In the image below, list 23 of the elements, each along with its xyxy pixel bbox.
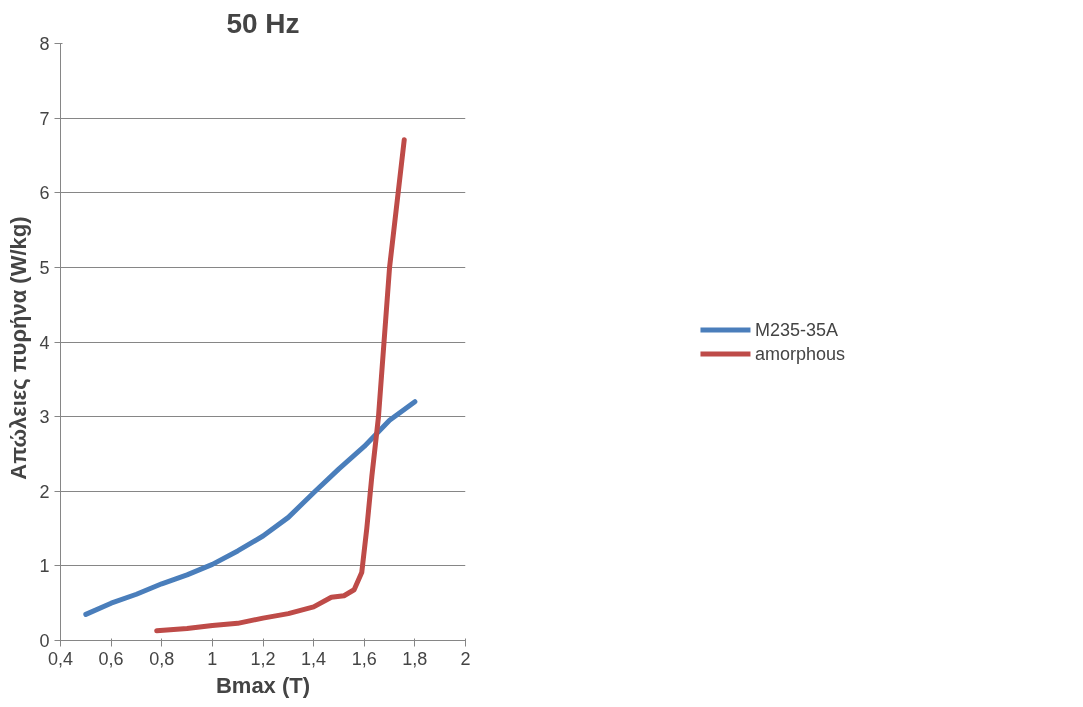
x-tick-label: 0,8 <box>149 648 175 669</box>
y-tick-label: 2 <box>39 481 50 502</box>
y-tick-label: 0 <box>39 631 50 651</box>
x-tick-label: 1,6 <box>351 648 377 669</box>
x-tick-label: 2 <box>460 648 471 669</box>
y-tick-label: 1 <box>39 556 50 577</box>
y-tick-label: 3 <box>39 407 50 428</box>
x-tick-label: 1,4 <box>301 648 327 669</box>
legend-label: M235-35A <box>754 319 839 340</box>
y-tick-label: 5 <box>39 257 50 278</box>
chart-title: 50 Hz <box>226 7 300 39</box>
x-tick-label: 1,2 <box>250 648 276 669</box>
y-axis-title: Απώλειες πυρήνα (W/kg) <box>6 216 32 480</box>
y-tick-label: 8 <box>39 34 50 54</box>
y-tick-label: 4 <box>39 332 50 353</box>
y-tick-label: 6 <box>39 183 50 204</box>
x-tick-label: 1 <box>207 648 218 669</box>
x-tick-label: 0,4 <box>47 648 74 669</box>
x-tick-label: 1,8 <box>402 648 428 669</box>
x-tick-label: 0,6 <box>98 648 124 669</box>
x-axis-title: Bmax (T) <box>215 672 311 698</box>
y-tick-label: 7 <box>39 108 50 129</box>
legend-label: amorphous <box>754 343 846 364</box>
